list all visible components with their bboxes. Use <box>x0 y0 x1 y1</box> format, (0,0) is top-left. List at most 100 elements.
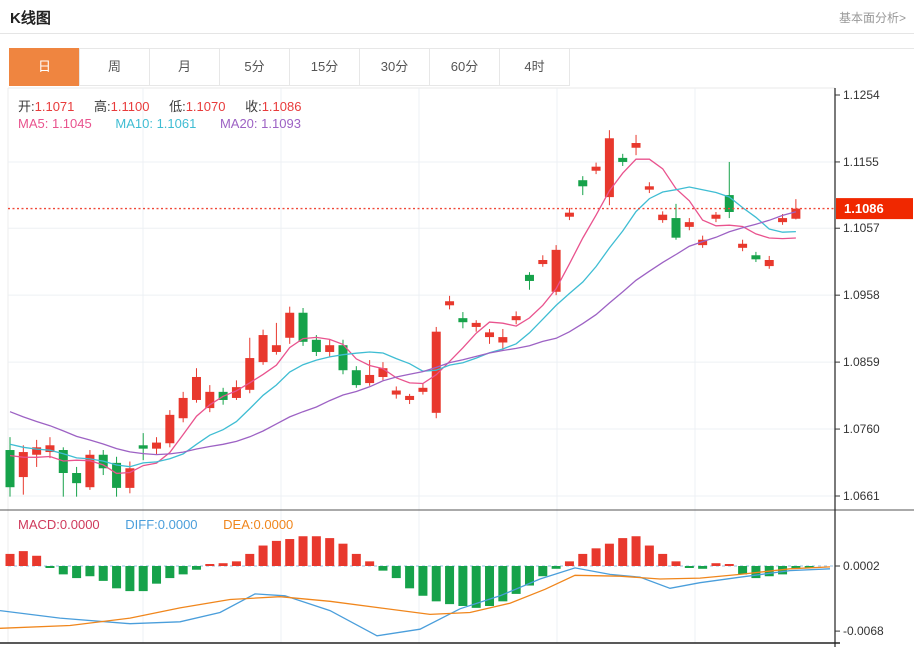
y-tick-label-4: 1.0859 <box>843 355 880 369</box>
candle-body-51 <box>684 222 694 227</box>
macd-legend: MACD:0.0000 DIFF:0.0000 DEA:0.0000 <box>18 517 293 532</box>
candle-body-47 <box>631 143 641 148</box>
candle-body-9 <box>125 468 135 488</box>
ma5-line <box>9 158 796 475</box>
candle-body-45 <box>604 138 614 198</box>
tab-period-7[interactable]: 4时 <box>499 48 570 86</box>
candle-body-42 <box>564 212 574 217</box>
tab-period-4[interactable]: 15分 <box>289 48 360 86</box>
macd-bar-26 <box>351 553 361 566</box>
candle-body-34 <box>458 318 468 323</box>
open-label: 开: <box>18 99 35 114</box>
ma5-legend: MA5: 1.1045 <box>18 116 92 131</box>
candle-body-10 <box>138 445 148 449</box>
candle-body-56 <box>751 255 761 260</box>
y-tick-label-6: 1.0661 <box>843 489 880 503</box>
candle-body-29 <box>391 390 401 395</box>
macd-bar-53 <box>711 563 721 566</box>
diff-line <box>0 567 831 637</box>
macd-bar-36 <box>485 566 495 606</box>
macd-bar-28 <box>378 566 388 571</box>
dea-value-label: DEA:0.0000 <box>223 517 294 532</box>
current-price-badge <box>836 198 913 220</box>
macd-bar-18 <box>245 553 255 566</box>
candle-body-31 <box>418 387 428 392</box>
candle-body-49 <box>658 214 668 221</box>
candle-body-43 <box>578 180 588 187</box>
fundamental-analysis-link[interactable]: 基本面分析> <box>838 11 906 25</box>
candle-body-57 <box>764 259 774 267</box>
period-tabbar: 日周月 5分 15分 30分 60分 4时 <box>9 48 570 86</box>
candle-body-50 <box>671 218 681 238</box>
diff-value-label: DIFF:0.0000 <box>125 517 198 532</box>
candle-body-15 <box>205 391 215 409</box>
tab-period-6[interactable]: 60分 <box>429 48 500 86</box>
ma10-legend: MA10: 1.1061 <box>115 116 197 131</box>
macd-bar-37 <box>498 566 508 602</box>
macd-bar-45 <box>604 543 614 566</box>
candle-body-1 <box>18 452 28 478</box>
macd-bar-50 <box>671 561 681 566</box>
candle-body-54 <box>724 195 734 212</box>
candle-body-55 <box>738 243 748 248</box>
candle-body-35 <box>471 322 481 327</box>
candle-body-12 <box>165 414 175 444</box>
ma-legend: MA5: 1.1045 MA10: 1.1061 MA20: 1.1093 <box>18 116 301 131</box>
tab-period-5[interactable]: 30分 <box>359 48 430 86</box>
candle-body-46 <box>618 157 628 162</box>
macd-bar-0 <box>5 553 15 566</box>
macd-bar-1 <box>18 551 28 566</box>
low-value: 1.1070 <box>185 99 226 114</box>
high-value: 1.1100 <box>110 99 150 114</box>
candle-body-23 <box>311 339 321 352</box>
macd-bar-33 <box>445 566 455 605</box>
low-label: 低: <box>169 99 186 114</box>
macd-bar-20 <box>271 540 281 566</box>
macd-bar-2 <box>32 555 42 566</box>
candle-body-53 <box>711 214 721 219</box>
macd-bar-44 <box>591 548 601 566</box>
macd-value-label: MACD:0.0000 <box>18 517 100 532</box>
candle-body-30 <box>405 395 415 400</box>
candle-body-21 <box>285 312 295 338</box>
macd-bar-59 <box>791 566 801 569</box>
macd-bar-54 <box>724 564 734 566</box>
macd-tick-label-0: 0.0002 <box>843 559 880 573</box>
candle-body-8 <box>112 462 122 488</box>
macd-bar-23 <box>311 536 321 566</box>
macd-bar-30 <box>405 566 415 589</box>
macd-bar-27 <box>365 561 375 566</box>
y-tick-label-2: 1.1057 <box>843 221 880 235</box>
candle-body-0 <box>5 450 15 488</box>
tab-period-0[interactable]: 日 <box>9 48 80 86</box>
macd-bar-31 <box>418 566 428 596</box>
macd-bar-46 <box>618 538 628 566</box>
candle-body-36 <box>485 332 495 338</box>
macd-bar-15 <box>205 564 215 566</box>
macd-bar-43 <box>578 553 588 566</box>
tab-period-2[interactable]: 月 <box>149 48 220 86</box>
macd-bar-49 <box>658 553 668 566</box>
macd-bar-11 <box>152 566 162 584</box>
y-tick-label-0: 1.1254 <box>843 88 880 102</box>
macd-bar-39 <box>524 566 534 586</box>
candle-body-25 <box>338 345 348 371</box>
candle-body-27 <box>365 374 375 384</box>
candle-body-13 <box>178 397 188 419</box>
candle-body-3 <box>45 445 55 453</box>
candle-body-48 <box>644 186 654 190</box>
macd-bar-13 <box>178 566 188 575</box>
macd-bar-10 <box>138 566 148 592</box>
candle-body-41 <box>551 249 561 292</box>
y-tick-label-1: 1.1155 <box>843 155 879 169</box>
macd-bar-22 <box>298 536 308 566</box>
candle-body-52 <box>698 239 708 246</box>
y-tick-label-5: 1.0760 <box>843 422 880 436</box>
macd-bar-17 <box>231 561 241 566</box>
macd-bar-47 <box>631 536 641 566</box>
candle-body-39 <box>524 274 534 281</box>
tab-period-3[interactable]: 5分 <box>219 48 290 86</box>
macd-bar-32 <box>431 566 441 602</box>
macd-bar-24 <box>325 538 335 566</box>
